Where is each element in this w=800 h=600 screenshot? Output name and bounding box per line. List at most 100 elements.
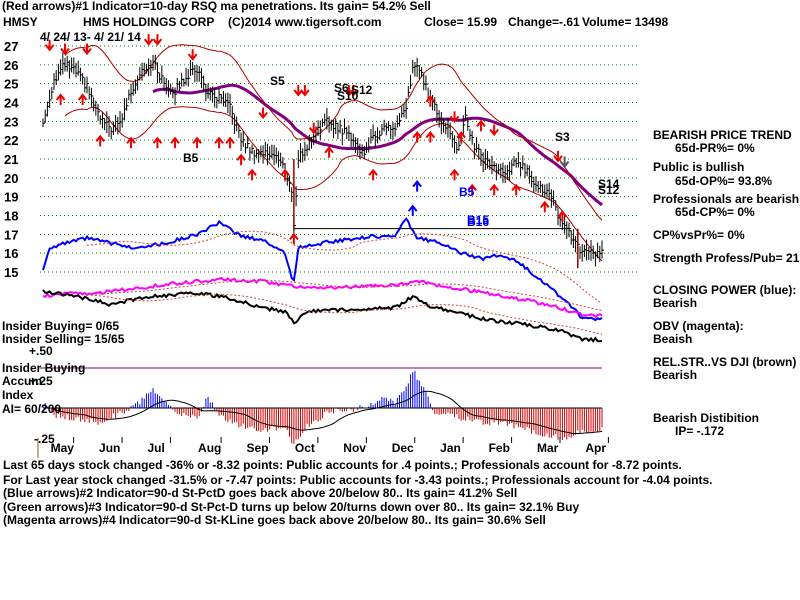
x-tick-label: Mar (537, 441, 559, 455)
plus-25-label: +.25 (29, 374, 53, 388)
signal-arrow-head (95, 134, 106, 143)
pr-value: 65d-PR%= 0% (675, 141, 755, 155)
signal-label: S12 (351, 83, 373, 97)
signal-label: S5 (270, 74, 285, 88)
signal-arrow-head (289, 232, 299, 240)
footer-line-3: (Blue arrows)#2 Indicator=90-d St-PctD g… (3, 486, 518, 500)
signal-arrow-head (348, 89, 359, 97)
indicator-1-text: (Red arrows)#1 Indicator=10-day RSQ ma p… (2, 0, 431, 13)
signal-arrow-head (44, 44, 55, 52)
y-tick-label: 26 (4, 58, 18, 73)
signal-label: S6 (334, 81, 349, 95)
signal-label: S10 (337, 89, 359, 103)
strength-ratio: Strength Profess/Pub= 21 (653, 251, 800, 265)
y-tick-label: 15 (4, 265, 18, 280)
signal-arrow-head (187, 53, 198, 61)
insider-buying-label: Insider Buying (2, 361, 86, 375)
y-tick-label: 25 (4, 77, 18, 92)
signal-arrow-head (192, 136, 202, 144)
ai-value: AI= 60/200 (2, 402, 62, 416)
x-tick-label: Jan (440, 441, 461, 455)
relstr-value: Bearish (653, 368, 698, 382)
minus-25-label: -.25 (34, 432, 55, 446)
footer-line-5: (Magenta arrows)#4 Indicator=90-d St-KLi… (3, 513, 546, 527)
signal-label: S3 (555, 130, 570, 144)
change-value: Change=-.61 (508, 15, 580, 29)
signal-arrow-head (55, 93, 66, 101)
footer-line-1: Last 65 days stock changed -36% or -8.32… (3, 458, 682, 472)
cp-value: 65d-CP%= 0% (675, 205, 755, 219)
distribution-label: Bearish Distibition (653, 411, 760, 425)
signal-arrow-head (247, 168, 257, 176)
signal-arrow-head (553, 155, 563, 163)
signal-arrow-head (425, 131, 436, 139)
y-tick-label: 17 (4, 227, 18, 242)
signal-arrow-head (449, 168, 460, 176)
signal-label: S14 (598, 177, 620, 191)
upper-band (64, 44, 603, 221)
footer-line-2: For Last year stock changed -31.5% or -7… (3, 473, 713, 487)
y-axis-labels: 27 26 25 24 23 22 21 20 19 18 17 16 15 (4, 39, 19, 280)
indicator-ma (86, 294, 603, 335)
signal-arrow-head (280, 168, 290, 176)
x-tick-label: Feb (489, 441, 510, 455)
public-bullish: Public is bullish (653, 160, 745, 174)
insider-buying-count: Insider Buying= 0/65 (2, 319, 120, 333)
plus-50-label: +.50 (29, 344, 53, 358)
x-tick-label: Apr (585, 441, 606, 455)
y-tick-label: 22 (4, 133, 18, 148)
x-tick-label: Nov (343, 441, 366, 455)
footer-line-4: (Green arrows)#3 Indicator=90-d St-Pct-D… (3, 500, 580, 514)
op-value: 65d-OP%= 93.8% (675, 174, 773, 188)
x-tick-label: May (51, 441, 75, 455)
x-tick-label: Sep (246, 441, 268, 455)
volume-value: Volume= 13498 (582, 15, 669, 29)
indicator-line (42, 217, 603, 322)
accum-label: Accum (2, 374, 43, 388)
signal-arrow-head (170, 136, 180, 144)
bearish-trend-title: BEARISH PRICE TREND (653, 128, 792, 142)
indicator-line (42, 289, 603, 343)
signal-arrow-head (412, 131, 422, 139)
signal-arrow-head (308, 127, 319, 135)
close-value: Close= 15.99 (424, 15, 498, 29)
signal-arrow-head (77, 93, 88, 101)
signal-arrow-head (126, 136, 136, 144)
ma-50-line (152, 83, 603, 207)
y-tick-label: 21 (4, 152, 18, 167)
company-name: HMS HOLDINGS CORP (83, 15, 215, 29)
ip-value: IP= -.172 (675, 424, 725, 438)
signal-label: B5 (459, 185, 475, 199)
price-bars (42, 52, 604, 269)
signal-arrow-head (258, 111, 268, 120)
y-tick-label: 16 (4, 246, 18, 261)
signal-arrow-head (407, 204, 418, 212)
signal-arrow-head (82, 47, 92, 56)
accumulation-index-bars (40, 367, 603, 445)
y-tick-label: 18 (4, 209, 18, 224)
signal-arrow-head (559, 160, 570, 169)
signal-arrow-head (489, 128, 499, 137)
obv-label: OBV (magenta): (653, 319, 744, 333)
indicator-line (42, 276, 603, 319)
y-tick-label: 20 (4, 171, 18, 186)
signal-arrow-head (152, 136, 163, 144)
ticker: HMSY (3, 15, 38, 29)
signal-arrow-head (368, 168, 378, 176)
signal-arrow-head (467, 183, 477, 191)
signal-arrow-head (236, 153, 246, 161)
signal-arrow-head (152, 38, 163, 46)
signal-arrow-head (456, 131, 466, 139)
closing-power-label: CLOSING POWER (blue): (653, 283, 797, 297)
closing-power-value: Bearish (653, 296, 698, 310)
signal-label: B16 (467, 215, 489, 229)
signal-arrow-head (214, 136, 224, 144)
obv-value: Beaish (653, 332, 693, 346)
x-tick-label: Dec (392, 441, 414, 455)
x-tick-label: Jul (147, 441, 164, 455)
indicator-ma (86, 230, 603, 304)
cp-vs-pr: CP%vsPr%= 0% (653, 228, 745, 242)
signal-arrow-head (60, 47, 70, 56)
professionals-bearish: Professionals are bearish (653, 192, 800, 206)
